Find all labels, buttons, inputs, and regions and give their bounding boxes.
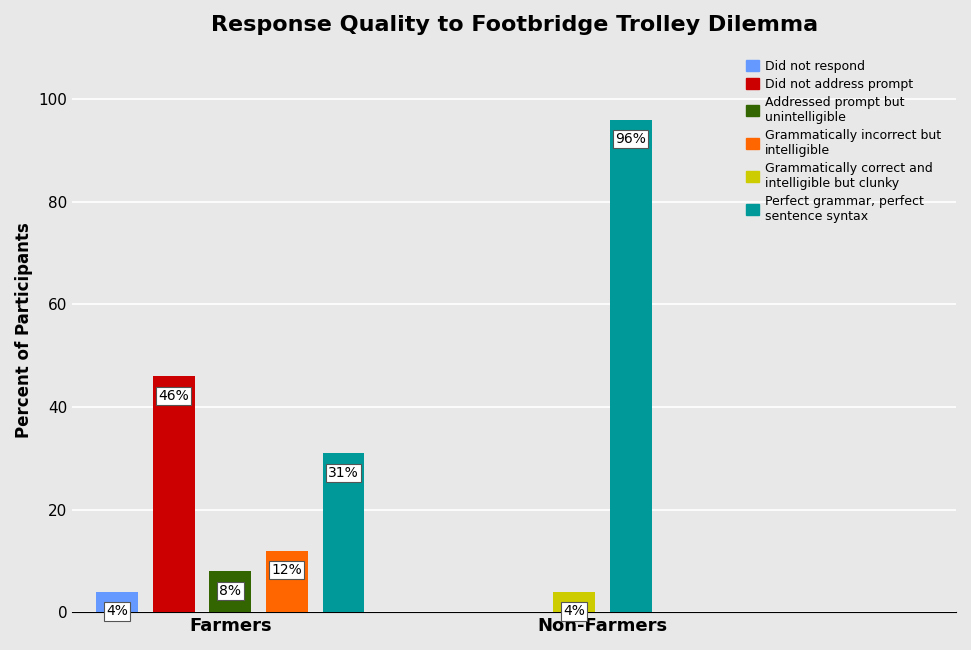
Bar (153, 376, 195, 612)
Bar (553, 592, 595, 612)
Text: 31%: 31% (328, 466, 359, 480)
Bar (322, 453, 364, 612)
Bar (266, 551, 308, 612)
Text: 96%: 96% (616, 133, 647, 146)
Bar (210, 571, 251, 612)
Bar (610, 120, 652, 612)
Text: 12%: 12% (272, 564, 302, 577)
Legend: Did not respond, Did not address prompt, Addressed prompt but
unintelligible, Gr: Did not respond, Did not address prompt,… (746, 60, 941, 222)
Text: 8%: 8% (219, 584, 242, 598)
Text: 46%: 46% (158, 389, 189, 403)
Text: 4%: 4% (107, 604, 128, 618)
Bar (96, 592, 138, 612)
Title: Response Quality to Footbridge Trolley Dilemma: Response Quality to Footbridge Trolley D… (211, 15, 818, 35)
Y-axis label: Percent of Participants: Percent of Participants (15, 222, 33, 438)
Text: 4%: 4% (563, 604, 586, 618)
